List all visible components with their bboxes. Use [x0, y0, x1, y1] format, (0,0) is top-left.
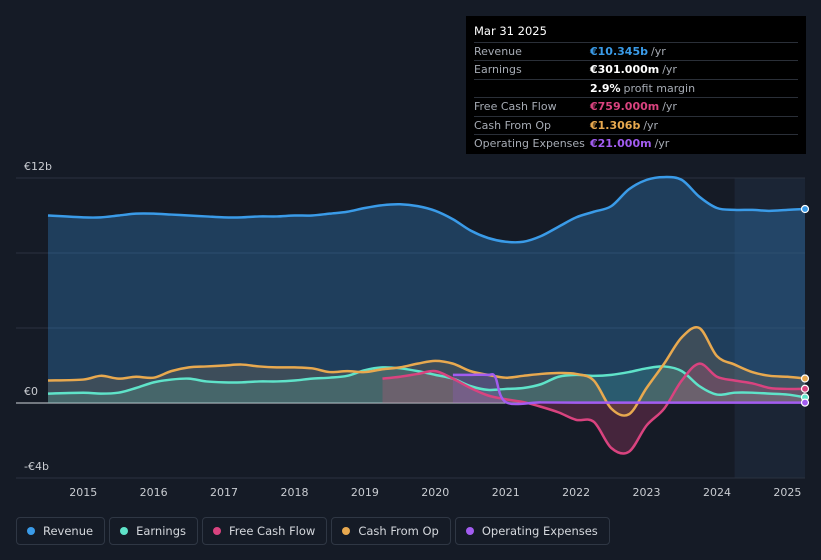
operating-expenses-line [452, 372, 805, 406]
tooltip-row-value: 2.9% [590, 81, 621, 95]
legend-label: Revenue [43, 524, 94, 538]
tooltip-row-unit: /yr [662, 63, 677, 77]
y-tick-label: -€4b [24, 460, 49, 473]
y-tick-label: €0 [24, 385, 38, 398]
x-tick-label: 2017 [210, 486, 238, 499]
x-tick-label: 2018 [280, 486, 308, 499]
x-tick-label: 2021 [492, 486, 520, 499]
x-tick-label: 2019 [351, 486, 379, 499]
tooltip-row: Free Cash Flow €759.000m/yr [474, 97, 798, 115]
series-lines [47, 175, 806, 455]
tooltip-row-unit: /yr [662, 100, 677, 114]
cash-from-op-line [47, 326, 806, 417]
tooltip-row-label: Revenue [474, 45, 522, 58]
x-tick-label: 2022 [562, 486, 590, 499]
legend-item-operating-expenses[interactable]: Operating Expenses [454, 517, 610, 545]
tooltip-row: Earnings €301.000m/yr [474, 60, 798, 78]
x-tick-label: 2025 [773, 486, 801, 499]
tooltip-row-label [474, 80, 590, 97]
series-areas [48, 177, 805, 454]
free-cash-flow-line [382, 362, 806, 455]
legend-label: Free Cash Flow [229, 524, 316, 538]
tooltip-panel: Mar 31 2025 Revenue €10.345b/yr Earnings €3… [466, 16, 806, 154]
tooltip-rows: Revenue €10.345b/yr Earnings €301.000m/yr 2.… [474, 42, 798, 152]
chart-legend: Revenue Earnings Free Cash Flow Cash From O… [16, 517, 614, 547]
legend-item-earnings[interactable]: Earnings [109, 517, 198, 545]
operating-expenses-end-marker [800, 398, 810, 407]
tooltip-row-value: €1.306b [590, 118, 641, 132]
tooltip-date: Mar 31 2025 [474, 24, 547, 38]
x-tick-label: 2015 [69, 486, 97, 499]
x-axis: 2015 2016 2017 2018 2019 2020 2021 2022 2023 2024… [69, 486, 801, 499]
legend-label: Earnings [136, 524, 186, 538]
revenue-area [48, 177, 805, 403]
tooltip-row-value: €301.000m [590, 63, 660, 77]
tooltip-row-value: €10.345b [590, 45, 648, 58]
tooltip-row-value: €759.000m [590, 100, 660, 114]
x-tick-label: 2020 [421, 486, 449, 499]
financials-chart: €12b€0-€4b 2015 2016 2017 2018 2019 2020 2021 2… [16, 160, 810, 499]
revenue-line [47, 175, 806, 244]
series-end-markers [800, 204, 810, 407]
revenue-end-marker [800, 204, 810, 214]
cash-from-op-end-marker [800, 374, 810, 383]
legend-dot-icon [213, 527, 221, 535]
tooltip-row-unit: /yr [643, 118, 659, 132]
tooltip-row-unit: profit margin [623, 81, 696, 95]
x-tick-label: 2016 [140, 486, 168, 499]
legend-item-free-cash-flow[interactable]: Free Cash Flow [202, 517, 328, 545]
operating-expenses-area [452, 374, 805, 405]
tooltip-row: Cash From Op €1.306b/yr [474, 115, 798, 134]
x-tick-label: 2024 [703, 486, 731, 499]
tooltip-row: 2.9% profit margin [474, 78, 798, 97]
earnings-line [47, 365, 806, 399]
legend-item-cash-from-op[interactable]: Cash From Op [331, 517, 451, 545]
y-axis: €12b €0 -€4b [24, 160, 52, 473]
tooltip-row-label: Cash From Op [474, 118, 552, 132]
tooltip-row-unit: /yr [654, 136, 670, 150]
tooltip-row: Revenue €10.345b/yr [474, 42, 798, 60]
tooltip-row-label: Free Cash Flow [474, 100, 557, 114]
free-cash-flow-end-marker [800, 384, 810, 393]
legend-dot-icon [342, 527, 351, 535]
legend-label: Cash From Op [358, 524, 439, 538]
legend-dot-icon [27, 527, 35, 535]
tooltip-row: Operating Expenses €21.000m/yr [474, 133, 798, 152]
legend-label: Operating Expenses [481, 524, 598, 538]
tooltip-row-value: €21.000m [590, 136, 652, 150]
legend-dot-icon [120, 527, 129, 535]
legend-dot-icon [465, 527, 474, 535]
tooltip-row-label: Operating Expenses [474, 136, 585, 150]
tooltip-row-label: Earnings [474, 63, 522, 77]
tooltip-row-unit: /yr [650, 45, 666, 58]
y-tick-label: €12b [24, 160, 52, 173]
x-tick-label: 2023 [633, 486, 661, 499]
legend-item-revenue[interactable]: Revenue [16, 517, 106, 545]
